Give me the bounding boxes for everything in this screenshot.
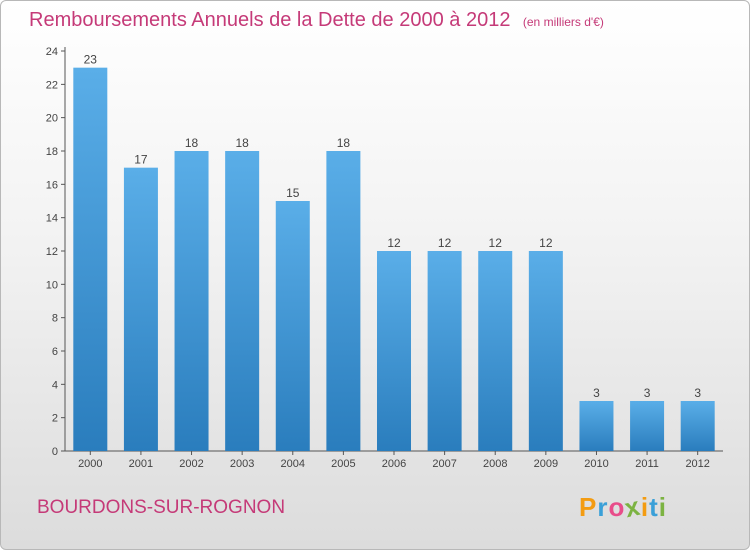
x-tick-label: 2005 (331, 458, 355, 470)
bar-value-label: 3 (644, 386, 651, 400)
y-tick-label: 22 (46, 79, 58, 91)
bar-2009 (528, 251, 563, 451)
bar-2001 (123, 167, 158, 451)
logo-letter: r (597, 492, 609, 522)
bar-2007 (427, 251, 462, 451)
y-tick-label: 10 (46, 279, 58, 291)
bar-2000 (73, 67, 108, 452)
bar-value-label: 12 (489, 236, 503, 250)
x-tick-label: 2002 (179, 458, 203, 470)
y-tick-label: 4 (52, 379, 58, 391)
bar-2005 (326, 151, 361, 451)
bar-value-label: 23 (84, 53, 98, 67)
x-tick-label: 2011 (635, 458, 659, 470)
logo-letter: t (649, 492, 659, 522)
bar-value-label: 3 (593, 386, 600, 400)
y-tick-label: 14 (46, 213, 58, 225)
chart-title-block: Remboursements Annuels de la Dette de 20… (29, 9, 604, 32)
y-tick-label: 18 (46, 146, 58, 158)
bar-2004 (275, 201, 310, 451)
x-tick-label: 2000 (78, 458, 102, 470)
y-tick-label: 24 (46, 46, 58, 58)
bar-2010 (579, 401, 614, 451)
commune-name: BOURDONS-SUR-ROGNON (37, 497, 286, 518)
chart-unit: (en milliers d'€) (522, 15, 604, 29)
x-tick-label: 2006 (382, 458, 406, 470)
x-tick-label: 2007 (432, 458, 456, 470)
x-tick-label: 2003 (230, 458, 254, 470)
bar-value-label: 18 (235, 136, 249, 150)
logo-letter: P (579, 492, 598, 522)
bar-2003 (225, 151, 260, 451)
chart-title: Remboursements Annuels de la Dette de 20… (29, 9, 511, 31)
bar-value-label: 18 (185, 136, 199, 150)
x-tick-label: 2004 (281, 458, 305, 470)
bar-2012 (680, 401, 715, 451)
bar-value-label: 12 (387, 236, 401, 250)
bar-value-label: 15 (286, 186, 300, 200)
bar-2006 (377, 251, 411, 451)
bar-2002 (174, 151, 209, 451)
y-tick-label: 6 (52, 346, 58, 358)
y-tick-label: 12 (46, 246, 58, 258)
logo-letter: o (608, 492, 626, 522)
x-tick-label: 2010 (584, 458, 608, 470)
y-tick-label: 8 (52, 313, 58, 325)
proxiti-logo: Proxiti (579, 491, 667, 524)
x-tick-label: 2012 (685, 458, 709, 470)
logo-letter: i (640, 492, 650, 522)
y-tick-label: 20 (46, 113, 58, 125)
bar-value-label: 18 (337, 136, 351, 150)
bar-value-label: 12 (539, 236, 553, 250)
bar-2011 (630, 401, 665, 451)
bar-value-label: 12 (438, 236, 452, 250)
y-tick-label: 16 (46, 179, 58, 191)
y-tick-label: 0 (52, 446, 58, 458)
bar-2008 (478, 251, 513, 451)
bar-value-label: 3 (694, 386, 701, 400)
x-tick-label: 2008 (483, 458, 507, 470)
y-tick-label: 2 (52, 413, 58, 425)
logo-letter: i (658, 492, 667, 522)
x-tick-label: 2001 (129, 458, 153, 470)
bar-value-label: 17 (134, 153, 148, 167)
x-tick-label: 2009 (534, 458, 558, 470)
